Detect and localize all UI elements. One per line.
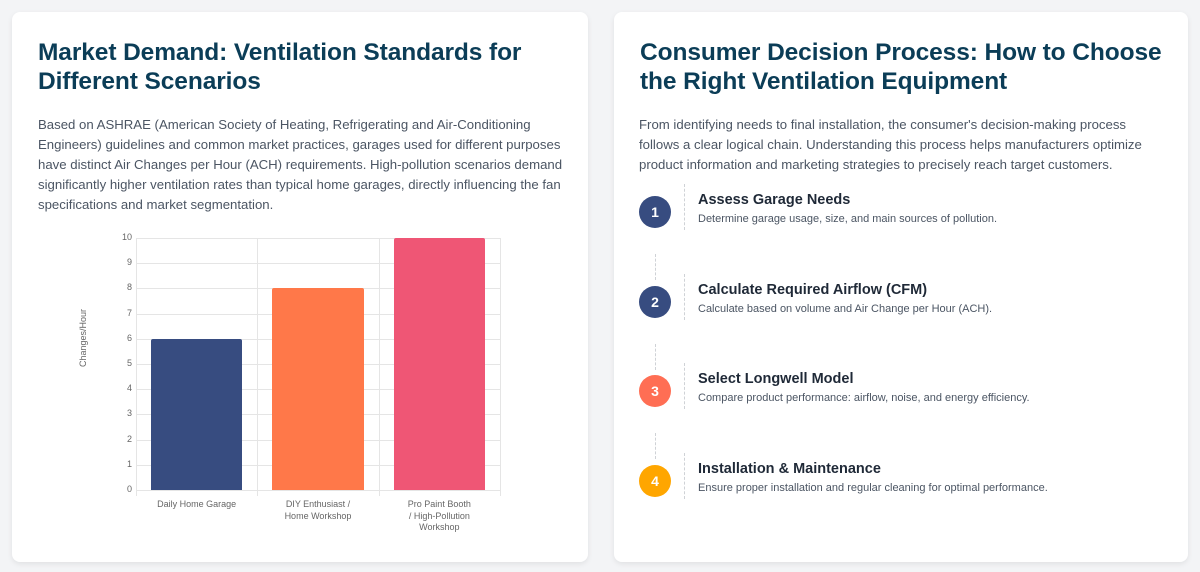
- x-tick-label: DIY Enthusiast / Home Workshop: [284, 499, 352, 521]
- gridline-vertical: [500, 238, 501, 496]
- y-tick-label: 0: [126, 484, 132, 494]
- step-number-badge: 1: [639, 196, 671, 228]
- step-title: Installation & Maintenance: [698, 461, 881, 477]
- step-number-badge: 4: [639, 465, 671, 497]
- step-title: Assess Garage Needs: [698, 192, 851, 208]
- decision-process-card: Consumer Decision Process: How to Choose…: [614, 12, 1188, 562]
- y-tick-label: 2: [126, 433, 132, 444]
- y-tick-label: 4: [126, 383, 132, 394]
- divider: [684, 184, 685, 230]
- y-tick-label: 5: [126, 358, 132, 368]
- y-tick-label: 10: [121, 232, 132, 242]
- y-tick-label: 6: [126, 332, 132, 343]
- x-tick-label: Daily Home Garage: [157, 499, 237, 509]
- y-tick-label: 7: [126, 307, 132, 318]
- card-title: Consumer Decision Process: How to Choose…: [640, 39, 1162, 95]
- gridline-vertical: [257, 238, 259, 496]
- card-description: Based on ASHRAE (American Society of Hea…: [38, 117, 563, 212]
- divider: [684, 453, 685, 499]
- step-4: 4 Installation & Maintenance Ensure proper…: [639, 453, 1159, 501]
- y-tick-label: 8: [126, 282, 132, 293]
- gridline: [136, 490, 500, 491]
- x-tick-label: Pro Paint Booth / High-Pollution Workshop: [407, 499, 471, 532]
- step-description: Ensure proper installation and regular c…: [698, 482, 1048, 494]
- step-number-badge: 3: [639, 375, 671, 407]
- ach-bar-chart: Changes/Hour 0 1 2 3 4 5 6 7 8 9 10 Daily Home Gara…: [12, 12, 588, 562]
- step-description: Compare product performance: airflow, no…: [698, 392, 1030, 404]
- bar-1: [151, 338, 243, 490]
- step-description: Determine garage usage, size, and main s…: [698, 213, 998, 225]
- y-tick-label: 1: [126, 458, 132, 469]
- step-number-badge: 2: [639, 286, 671, 318]
- gridline-vertical: [136, 238, 137, 496]
- y-tick-label: 3: [126, 408, 132, 419]
- step-3: 3 Select Longwell Model Compare product pe…: [639, 363, 1159, 411]
- step-title: Calculate Required Airflow (CFM): [698, 282, 928, 298]
- market-demand-card: Market Demand: Ventilation Standards for…: [12, 12, 588, 562]
- bar-2: [272, 288, 364, 490]
- y-tick-label: 9: [126, 257, 132, 268]
- divider: [684, 363, 685, 409]
- step-connector: [655, 254, 656, 280]
- divider: [684, 274, 685, 320]
- y-axis-label: Changes/Hour: [78, 308, 88, 367]
- gridline: [136, 238, 500, 239]
- step-description: Calculate based on volume and Air Change…: [698, 303, 993, 315]
- step-title: Select Longwell Model: [698, 371, 854, 387]
- gridline-vertical: [378, 238, 380, 496]
- step-connector: [655, 433, 656, 459]
- card-title: Market Demand: Ventilation Standards for…: [38, 39, 522, 95]
- gridline: [136, 263, 500, 265]
- bar-3: [393, 238, 485, 490]
- step-2: 2 Calculate Required Airflow (CFM) Calcula…: [639, 274, 1159, 322]
- step-connector: [655, 344, 656, 370]
- card-description: From identifying needs to final installa…: [639, 117, 1142, 172]
- step-1: 1 Assess Garage Needs Determine garage usa…: [639, 184, 1159, 232]
